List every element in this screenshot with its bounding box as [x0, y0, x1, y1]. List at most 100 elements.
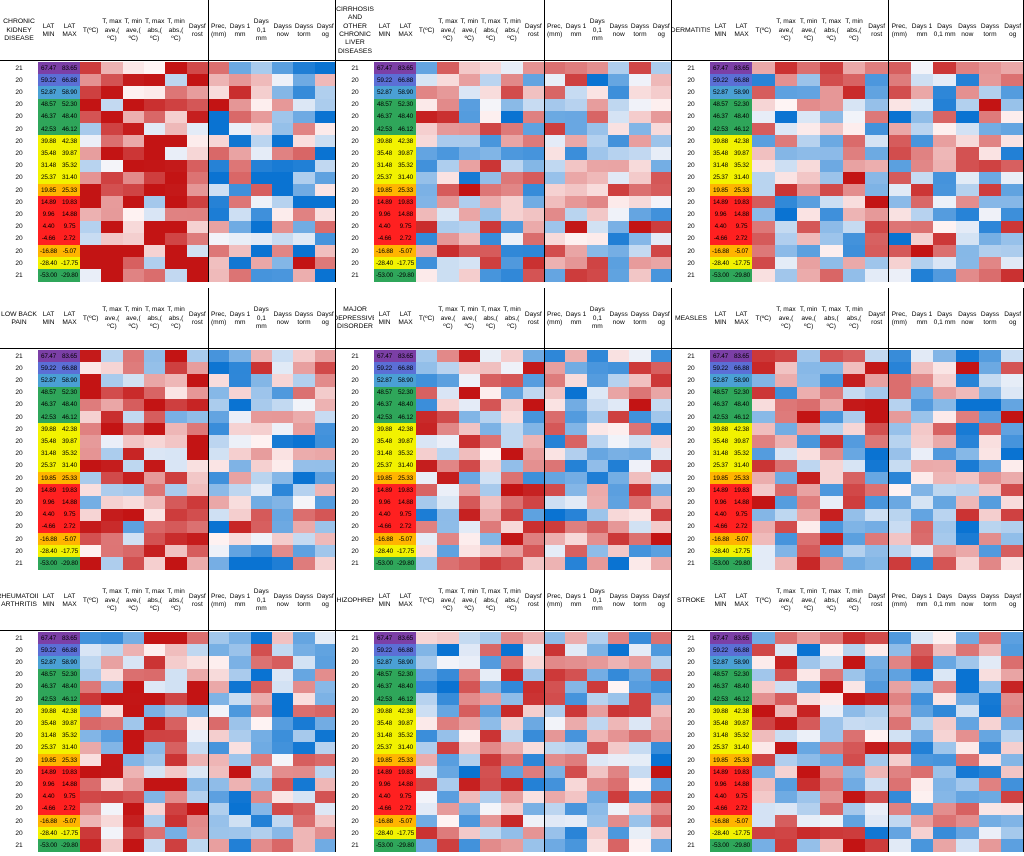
heatmap-cell [544, 220, 566, 234]
lat-min-cell: 46.37 [710, 110, 731, 123]
heatmap-cell [978, 459, 1002, 473]
row-count: 20 [687, 817, 695, 825]
heatmap-cell [165, 729, 188, 743]
prec-header: Prec, (mm) [546, 592, 563, 608]
heatmap-cell [608, 362, 630, 375]
lat-max-header: LAT MAX [62, 22, 77, 38]
heatmap-cell [650, 496, 673, 510]
heatmap-cell [144, 815, 166, 828]
heatmap-cell [522, 680, 545, 694]
heatmap-cell [144, 827, 166, 840]
heatmap-cell [933, 766, 957, 779]
row-count: 20 [351, 413, 359, 421]
row-count: 20 [15, 113, 23, 121]
heatmap-cell [80, 257, 102, 270]
lat-max-cell: 83.65 [59, 350, 80, 363]
lat-min-cell: -16.88 [38, 245, 59, 258]
heatmap-cell [165, 459, 188, 473]
heatmap-cell [650, 362, 673, 375]
heatmap-cell [480, 815, 502, 828]
heatmap-cell [888, 459, 912, 473]
heatmap-cell [978, 374, 1002, 388]
heatmap-cell [416, 496, 438, 510]
heatmap-cell [608, 545, 630, 558]
heatmap-cell [416, 86, 438, 100]
heatmap-cell [208, 632, 230, 645]
heatmap-cell [888, 350, 912, 363]
heatmap-cell [629, 533, 652, 546]
heatmap-cell [978, 484, 1002, 497]
heatmap-cell [910, 693, 934, 706]
heatmap-cell [144, 778, 166, 792]
row-count: 20 [351, 695, 359, 703]
heatmap-cell [774, 766, 798, 779]
lat-max-cell: 58.90 [731, 86, 752, 99]
heatmap-cell [865, 257, 889, 270]
heatmap-cell [272, 147, 294, 161]
heatmap-cell [80, 447, 102, 461]
lat-min-cell: -4.66 [38, 232, 59, 245]
heatmap-cell [956, 754, 980, 767]
heatmap-cell [629, 729, 652, 743]
heatmap-cell [608, 680, 630, 694]
heatmap-cell [586, 705, 609, 718]
heatmap-cell [101, 802, 124, 816]
lat-max-header: LAT MAX [398, 592, 413, 608]
heatmap-cell [314, 472, 337, 485]
row-count: 20 [351, 450, 359, 458]
heatmap-cell [820, 110, 844, 124]
lat-min-cell: 19.85 [710, 472, 731, 485]
heatmap-cell [522, 520, 545, 534]
heatmap-cell [144, 110, 166, 124]
heatmap-cell [910, 754, 934, 767]
row-count: 20 [687, 719, 695, 727]
heatmap-cell [650, 766, 673, 779]
heatmap-cell [272, 411, 294, 424]
heatmap-cell [842, 386, 866, 400]
lat-max-cell: 2.72 [731, 520, 752, 533]
row-count: 20 [687, 829, 695, 837]
heatmap-cell [80, 741, 102, 755]
heatmap-cell [437, 680, 460, 694]
lat-max-header: LAT MAX [398, 22, 413, 38]
heatmap-cell [101, 184, 124, 197]
heatmap-cell [888, 545, 912, 558]
lat-max-cell: 66.88 [59, 362, 80, 375]
heatmap-cell [101, 257, 124, 270]
lat-max-cell: 35.32 [395, 447, 416, 460]
lat-max-cell: 9.75 [731, 220, 752, 233]
heatmap-cell [865, 472, 889, 485]
lat-min-cell: 14.89 [710, 484, 731, 497]
lat-max-header: LAT MAX [734, 22, 749, 38]
heatmap-cell [250, 729, 273, 743]
lat-max-cell: 58.90 [395, 86, 416, 99]
heatmap-cell [122, 790, 145, 804]
heatmap-cell [458, 766, 481, 779]
lat-min-cell: 4.40 [374, 508, 395, 521]
heatmap-cell [774, 374, 798, 388]
heatmap-cell [910, 472, 934, 485]
heatmap-cell [186, 245, 209, 258]
heatmap-cell [501, 362, 524, 375]
heatmap-cell [820, 656, 844, 670]
heatmap-cell [752, 717, 776, 731]
heatmap-cell [293, 398, 316, 412]
heatmap-cell [888, 520, 912, 534]
heatmap-cell [752, 350, 776, 363]
heatmap-cell [208, 729, 230, 743]
heatmap-cell [522, 220, 545, 234]
heatmap-cell [522, 484, 545, 497]
heatmap-cell [978, 717, 1002, 731]
heatmap-cell [480, 86, 502, 100]
lat-min-cell: 67.47 [374, 632, 395, 645]
heatmap-cell [272, 557, 294, 571]
heatmap-cell [293, 423, 316, 436]
heatmap-cell [842, 778, 866, 792]
heatmap-cell [416, 423, 438, 436]
heatmap-cell [1001, 232, 1024, 246]
heatmap-cell [888, 508, 912, 522]
heatmap-cell [501, 135, 524, 148]
heatmap-cell [933, 435, 957, 449]
heatmap-cell [250, 110, 273, 124]
heatmap-cell [888, 435, 912, 449]
